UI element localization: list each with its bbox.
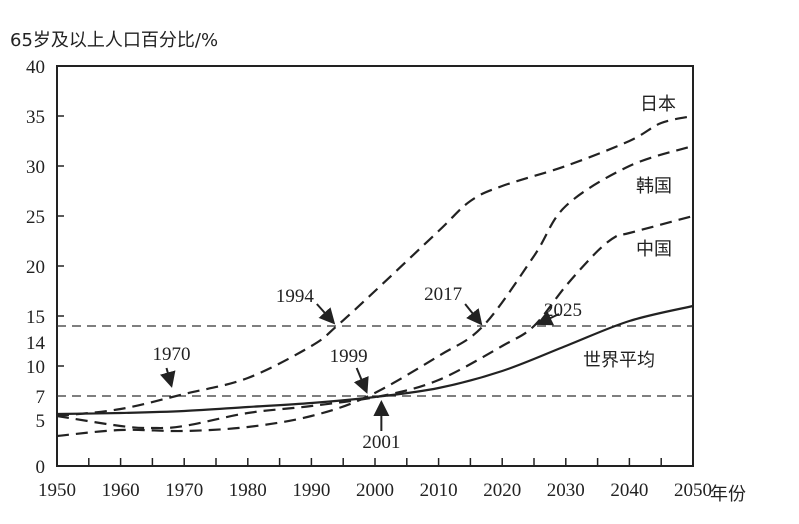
annotation-label: 1994	[276, 286, 315, 307]
y-tick-label: 7	[36, 387, 46, 408]
annotation-label: 2017	[424, 284, 462, 305]
y-tick-label: 25	[26, 207, 45, 228]
series-line-1	[56, 144, 694, 438]
x-tick-label: 1970	[165, 480, 203, 501]
y-tick-label: 10	[26, 357, 45, 378]
y-tick-label: 30	[26, 157, 45, 178]
annotation-label: 2025	[544, 300, 582, 321]
series-line-3	[56, 304, 694, 416]
annotation-label: 1970	[152, 344, 190, 365]
x-tick-label: 2030	[547, 480, 585, 501]
annotation-arrow	[536, 310, 560, 326]
series-label: 世界平均	[583, 350, 655, 371]
series-lines	[56, 114, 694, 438]
annotation-label: 1999	[330, 346, 368, 367]
annotation-label: 2001	[362, 432, 400, 453]
x-tick-label: 1980	[229, 480, 267, 501]
x-tick-label: 2020	[483, 480, 521, 501]
y-tick-label: 0	[36, 457, 46, 478]
y-tick-label: 14	[26, 333, 46, 354]
x-tick-label: 2010	[420, 480, 458, 501]
x-tick-label: 2000	[356, 480, 394, 501]
annotation-arrow	[353, 367, 369, 394]
annotation-arrow	[316, 303, 336, 325]
y-axis-label: 65岁及以上人口百分比/%	[10, 30, 218, 51]
annotations: 1970 1994 1999 2001 2017 2025	[152, 284, 582, 453]
annotation-arrow	[160, 367, 176, 388]
series-line-2	[56, 214, 694, 430]
series-line-0	[56, 114, 694, 418]
series-label: 中国	[636, 239, 672, 260]
annotation-arrow	[464, 303, 483, 326]
axis-ticks: 1950 1960 1970 1980 1990 2000 2010 2020 2030 2040…	[26, 57, 712, 501]
x-axis-label: 年份	[710, 484, 746, 505]
y-tick-label: 15	[26, 307, 45, 328]
x-tick-label: 1960	[102, 480, 140, 501]
y-tick-label: 5	[36, 411, 46, 432]
y-tick-label: 20	[26, 257, 45, 278]
series-label: 日本	[640, 94, 676, 115]
x-tick-label: 1990	[292, 480, 330, 501]
series-label: 韩国	[636, 176, 672, 197]
plot-frame	[56, 65, 694, 467]
y-tick-label: 35	[26, 107, 45, 128]
x-tick-label: 2050	[674, 480, 712, 501]
y-tick-label: 40	[26, 57, 45, 78]
x-tick-label: 1950	[38, 480, 76, 501]
x-tick-label: 2040	[610, 480, 648, 501]
